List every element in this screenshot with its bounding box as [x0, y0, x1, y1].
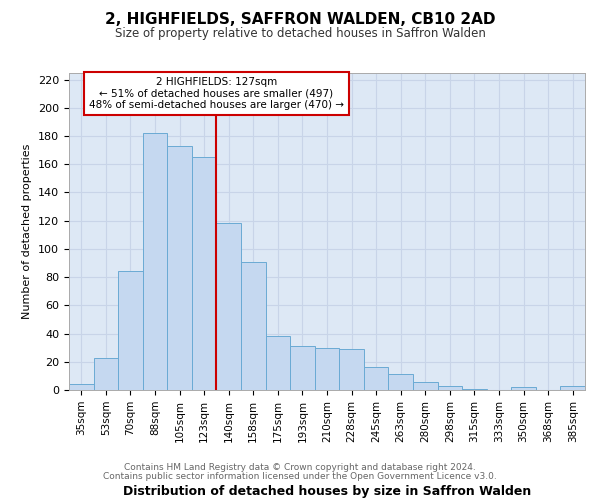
Text: Distribution of detached houses by size in Saffron Walden: Distribution of detached houses by size …: [123, 484, 531, 498]
Bar: [118, 272, 143, 390]
Y-axis label: Number of detached properties: Number of detached properties: [22, 144, 32, 319]
Text: Size of property relative to detached houses in Saffron Walden: Size of property relative to detached ho…: [115, 28, 485, 40]
Text: Contains public sector information licensed under the Open Government Licence v3: Contains public sector information licen…: [103, 472, 497, 481]
Bar: [143, 133, 167, 390]
Text: 2, HIGHFIELDS, SAFFRON WALDEN, CB10 2AD: 2, HIGHFIELDS, SAFFRON WALDEN, CB10 2AD: [105, 12, 495, 28]
Bar: [315, 348, 339, 390]
Bar: [413, 382, 437, 390]
Bar: [94, 358, 118, 390]
Text: Contains HM Land Registry data © Crown copyright and database right 2024.: Contains HM Land Registry data © Crown c…: [124, 464, 476, 472]
Bar: [462, 388, 487, 390]
Bar: [192, 157, 217, 390]
Bar: [560, 386, 585, 390]
Bar: [69, 384, 94, 390]
Bar: [364, 368, 388, 390]
Bar: [241, 262, 266, 390]
Bar: [167, 146, 192, 390]
Bar: [511, 387, 536, 390]
Text: 2 HIGHFIELDS: 127sqm
← 51% of detached houses are smaller (497)
48% of semi-deta: 2 HIGHFIELDS: 127sqm ← 51% of detached h…: [89, 76, 344, 110]
Bar: [266, 336, 290, 390]
Bar: [217, 224, 241, 390]
Bar: [339, 349, 364, 390]
Bar: [437, 386, 462, 390]
Bar: [290, 346, 315, 390]
Bar: [388, 374, 413, 390]
